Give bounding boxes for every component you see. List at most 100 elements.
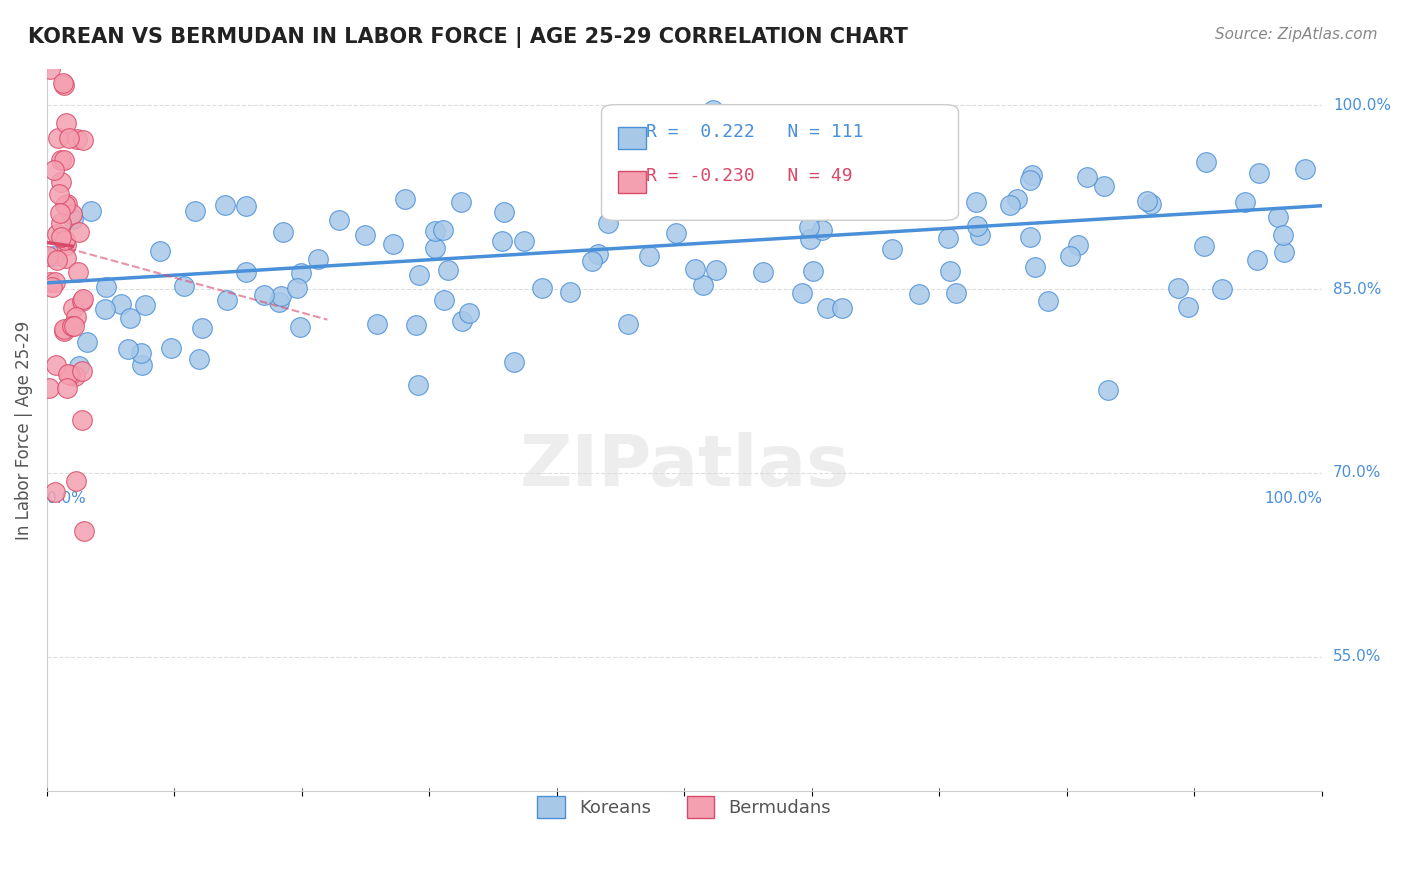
Point <box>433 293 456 307</box>
Point <box>270 289 292 303</box>
Point <box>450 314 472 328</box>
Point <box>62 211 84 226</box>
Point <box>52 76 75 90</box>
Point <box>394 192 416 206</box>
Point <box>42 249 65 263</box>
Point <box>67 225 90 239</box>
Point <box>638 249 661 263</box>
Point <box>965 195 987 210</box>
Point <box>53 153 76 167</box>
Point <box>235 199 257 213</box>
Point <box>1267 210 1289 224</box>
Text: 55.0%: 55.0% <box>1333 649 1381 664</box>
Point <box>1066 238 1088 252</box>
Point <box>94 280 117 294</box>
Point <box>183 203 205 218</box>
Text: Source: ZipAtlas.com: Source: ZipAtlas.com <box>1215 27 1378 42</box>
Point <box>134 298 156 312</box>
Text: 70.0%: 70.0% <box>1333 466 1381 480</box>
Point <box>406 378 429 392</box>
Point <box>727 112 749 127</box>
Point <box>131 359 153 373</box>
Point <box>699 202 721 217</box>
Point <box>450 194 472 209</box>
Point <box>129 346 152 360</box>
Point <box>1211 282 1233 296</box>
Point <box>160 341 183 355</box>
Point <box>1167 281 1189 295</box>
Point <box>1136 194 1159 209</box>
Point <box>831 301 853 315</box>
Point <box>1024 260 1046 274</box>
Point <box>53 322 76 336</box>
Point <box>751 265 773 279</box>
Point <box>149 244 172 258</box>
Point <box>849 195 872 210</box>
Point <box>285 281 308 295</box>
Point <box>596 216 619 230</box>
Point <box>423 241 446 255</box>
Point <box>1097 383 1119 397</box>
Point <box>685 262 707 277</box>
Point <box>1076 170 1098 185</box>
Point <box>188 351 211 366</box>
Point <box>815 301 838 315</box>
Point <box>44 485 66 500</box>
Point <box>810 222 832 236</box>
Point <box>491 234 513 248</box>
Point <box>880 242 903 256</box>
Point <box>52 78 75 92</box>
Text: R = -0.230   N = 49: R = -0.230 N = 49 <box>647 167 853 185</box>
Text: R =  0.222   N = 111: R = 0.222 N = 111 <box>647 123 863 141</box>
Point <box>1000 198 1022 212</box>
Point <box>66 265 89 279</box>
Point <box>1233 194 1256 209</box>
Point <box>59 368 82 382</box>
Point <box>457 306 479 320</box>
Point <box>49 230 72 244</box>
Point <box>49 216 72 230</box>
Point <box>235 265 257 279</box>
Point <box>53 233 76 247</box>
Point <box>55 238 77 252</box>
Point <box>799 219 821 234</box>
Point <box>60 318 83 333</box>
Point <box>72 292 94 306</box>
Point <box>581 254 603 268</box>
Point <box>214 198 236 212</box>
Point <box>846 194 869 208</box>
Point <box>704 263 727 277</box>
Point <box>1021 168 1043 182</box>
Point <box>38 381 60 395</box>
Point <box>799 232 821 246</box>
Point <box>558 285 581 299</box>
Point <box>65 474 87 488</box>
Point <box>38 62 60 76</box>
Point <box>70 364 93 378</box>
Point <box>38 275 60 289</box>
Point <box>41 279 63 293</box>
Point <box>76 334 98 349</box>
Point <box>62 301 84 316</box>
Point <box>586 247 609 261</box>
Point <box>966 219 988 233</box>
Point <box>666 179 689 194</box>
Point <box>1059 249 1081 263</box>
Point <box>62 207 84 221</box>
Point <box>173 279 195 293</box>
Text: 100.0%: 100.0% <box>1264 491 1322 507</box>
Point <box>70 412 93 426</box>
Point <box>692 278 714 293</box>
Point <box>53 198 76 212</box>
Point <box>46 253 69 268</box>
Text: 85.0%: 85.0% <box>1333 282 1381 296</box>
Point <box>936 231 959 245</box>
Point <box>381 237 404 252</box>
Point <box>1005 192 1028 206</box>
Point <box>80 203 103 218</box>
Point <box>290 319 312 334</box>
Point <box>503 355 526 369</box>
Point <box>215 293 238 308</box>
Point <box>267 294 290 309</box>
Point <box>117 342 139 356</box>
